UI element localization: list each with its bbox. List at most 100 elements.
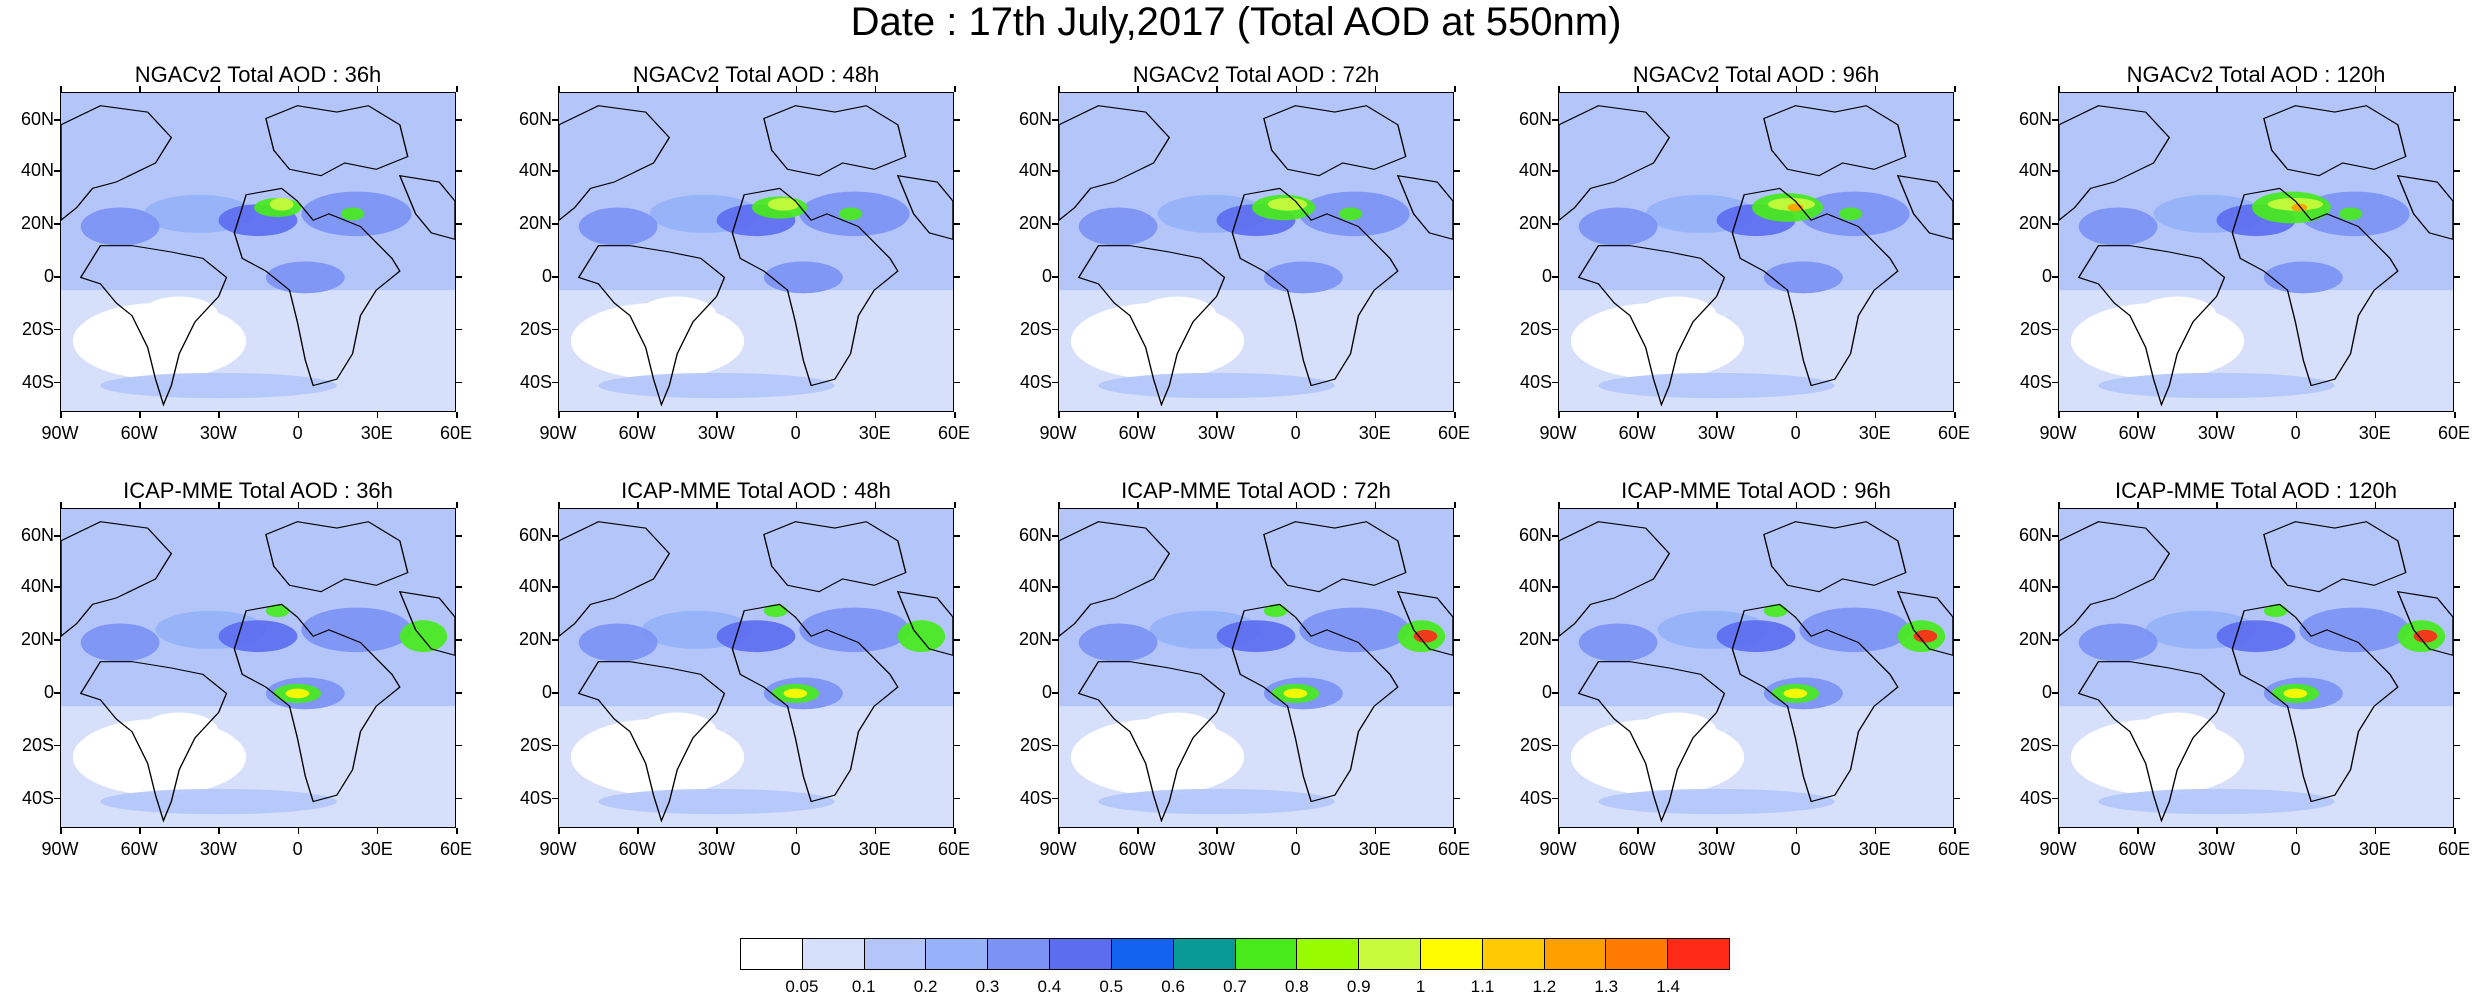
x-tick-label: 0 (2290, 839, 2301, 859)
panel-title: NGACv2 Total AOD : 96h (1632, 62, 1880, 87)
y-tick (1052, 586, 1058, 588)
y-tick (954, 639, 960, 641)
y-tick (456, 797, 462, 800)
x-tick-label: 60W (2118, 839, 2156, 859)
aod-field (1059, 93, 1453, 411)
y-tick (954, 276, 960, 278)
y-tick (2052, 223, 2058, 225)
x-tick (2216, 86, 2218, 92)
y-tick (456, 276, 462, 278)
x-tick (376, 86, 379, 92)
x-tick (2374, 502, 2377, 508)
colorbar-label: 1.1 (1470, 977, 1495, 996)
x-tick-label: 90W (1539, 423, 1577, 443)
aod-field (1559, 509, 1953, 827)
y-tick (2052, 692, 2058, 694)
y-tick (552, 119, 558, 121)
y-tick (456, 586, 462, 588)
x-tick-label: 90W (1039, 423, 1077, 443)
x-tick-label: 60E (439, 839, 473, 859)
colorbar-swatch (1297, 939, 1360, 969)
map-panel: ICAP-MME Total AOD : 72h (1058, 478, 1454, 828)
y-tick (552, 328, 558, 331)
x-tick (376, 828, 379, 834)
x-tick (1295, 86, 1298, 92)
x-tick-label: 60W (1618, 423, 1656, 443)
y-tick (1454, 692, 1460, 694)
x-tick-label: 0 (790, 423, 801, 443)
x-tick (218, 502, 220, 508)
y-tick-label: 0 (1541, 682, 1552, 702)
x-tick-label: 30W (1197, 423, 1235, 443)
x-tick (297, 502, 300, 508)
x-tick (1454, 86, 1456, 92)
x-tick (795, 502, 798, 508)
x-tick (2374, 412, 2377, 418)
y-tick-label: 0 (2041, 682, 2052, 702)
x-tick (1558, 86, 1560, 92)
x-tick (795, 828, 798, 834)
y-tick-label: 0 (1041, 266, 1052, 286)
x-tick (558, 86, 560, 92)
y-tick (552, 797, 558, 800)
x-tick-label: 30E (1858, 839, 1891, 859)
y-tick-label: 40S (2019, 371, 2052, 392)
x-tick (558, 502, 560, 508)
x-tick (139, 86, 141, 92)
x-tick-label: 60E (1437, 839, 1471, 859)
colorbar-swatch (1359, 939, 1421, 969)
y-tick (954, 223, 960, 225)
x-tick-label: 30W (1697, 839, 1735, 859)
y-tick (2454, 328, 2460, 331)
x-tick (2137, 502, 2139, 508)
y-tick (1552, 586, 1558, 588)
x-tick-label: 0 (2290, 423, 2301, 443)
x-tick (1795, 86, 1798, 92)
y-tick (1552, 797, 1558, 800)
x-tick-label: 30W (697, 839, 735, 859)
x-tick-label: 60W (120, 423, 158, 443)
y-tick (2454, 119, 2460, 121)
aod-map (558, 92, 954, 412)
y-tick-label: 40S (21, 787, 54, 808)
y-tick (1552, 535, 1558, 537)
x-tick (60, 502, 62, 508)
y-tick-label: 20N (1018, 213, 1052, 234)
coastlines (2059, 105, 2453, 407)
y-tick-label: 40S (519, 787, 552, 808)
x-tick (1874, 86, 1877, 92)
panel-title: NGACv2 Total AOD : 36h (134, 62, 382, 87)
colorbar-label: 1.4 (1656, 977, 1680, 996)
x-tick (1716, 412, 1718, 418)
x-tick-label: 30W (199, 423, 237, 443)
y-tick-label: 40S (1519, 787, 1552, 808)
x-tick (1954, 828, 1956, 834)
x-tick-label: 90W (2039, 423, 2077, 443)
map-panel: ICAP-MME Total AOD : 96h (1558, 478, 1954, 828)
x-tick (2137, 86, 2139, 92)
x-tick (1558, 502, 1560, 508)
x-tick (2454, 412, 2456, 418)
x-tick (874, 86, 877, 92)
y-tick (2052, 797, 2058, 800)
colorbar-swatch (1482, 939, 1545, 969)
x-tick (1374, 828, 1377, 834)
aod-field (61, 509, 455, 827)
x-tick (954, 828, 956, 834)
colorbar-label: 0.9 (1346, 977, 1371, 996)
x-tick (139, 828, 141, 834)
x-tick (637, 86, 639, 92)
y-tick (1954, 586, 1960, 588)
x-tick (1716, 86, 1718, 92)
y-tick (456, 170, 462, 172)
x-tick (1454, 412, 1456, 418)
y-tick-label: 20S (21, 318, 54, 339)
y-tick (1454, 223, 1460, 225)
y-tick (954, 586, 960, 588)
x-tick (2454, 86, 2456, 92)
x-tick (1954, 86, 1956, 92)
x-tick-label: 60E (2437, 839, 2471, 859)
y-tick (1454, 328, 1460, 331)
x-tick (2295, 828, 2298, 834)
y-tick-label: 60N (20, 109, 54, 130)
